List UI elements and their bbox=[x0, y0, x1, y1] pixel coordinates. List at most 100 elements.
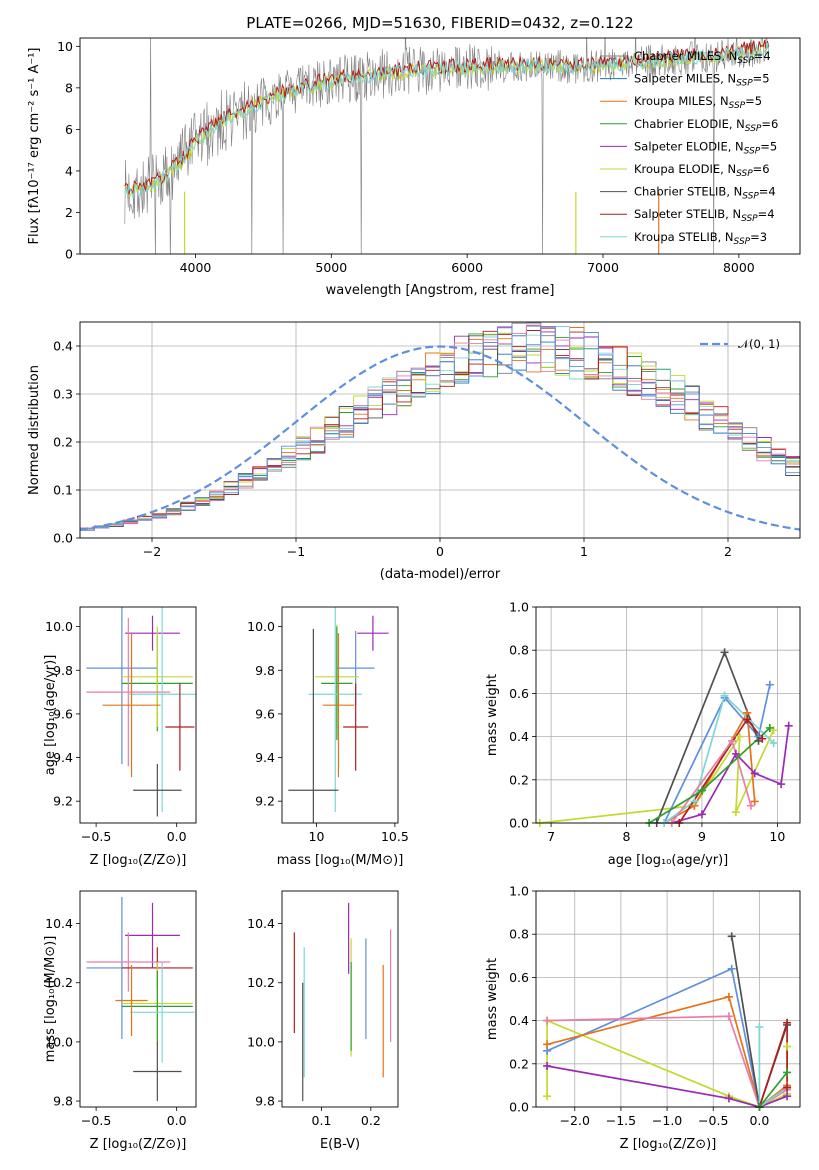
y-tick-label: 0.2 bbox=[53, 435, 73, 450]
y-tick-label: 10.4 bbox=[45, 916, 73, 931]
y-tick-label: 0.2 bbox=[509, 1056, 529, 1071]
legend-label: Chabrier MILES, NSSP=4 bbox=[634, 49, 771, 66]
mass-weight-series bbox=[758, 1071, 788, 1107]
x-tick-label: 2 bbox=[724, 544, 732, 559]
y-tick-label: 9.2 bbox=[255, 794, 275, 809]
y-tick-label: 10.0 bbox=[45, 1034, 73, 1049]
x-axis-label: E(B-V) bbox=[320, 1137, 360, 1152]
mass-weight-marker bbox=[543, 1092, 552, 1101]
y-tick-label: 9.4 bbox=[53, 750, 73, 765]
panel-massweight_vs_age: 7 8 9 10 0.0 0.2 0.4 0.6 0.8 1.0 age [log₁₀(age/yr… bbox=[485, 600, 801, 868]
mass-weight-marker bbox=[724, 992, 733, 1001]
y-axis-label: mass [log₁₀(M/M⊙)] bbox=[43, 936, 58, 1063]
legend: Chabrier MILES, NSSP=4 Salpeter MILES, NS… bbox=[600, 49, 778, 247]
y-tick-label: 0 bbox=[65, 247, 73, 262]
x-tick-label: 1 bbox=[580, 544, 588, 559]
mass-weight-marker bbox=[697, 810, 706, 819]
y-tick-label: 4 bbox=[65, 163, 73, 178]
x-tick-label: −1.0 bbox=[652, 1113, 682, 1128]
panel-massweight_vs_Z: −2.0 −1.5 −1.0 −0.5 0.0 0.0 0.2 0.4 0.6 0.8 1.0 Z [… bbox=[485, 884, 801, 1152]
y-tick-label: 0.0 bbox=[509, 1100, 529, 1115]
mass-weight-marker bbox=[690, 797, 699, 806]
legend-label: Kroupa MILES, NSSP=5 bbox=[634, 94, 762, 111]
x-axis-label: Z [log₁₀(Z/Z⊙)] bbox=[90, 853, 187, 868]
mass-weight-marker bbox=[727, 964, 736, 973]
mass-weight-marker bbox=[543, 1016, 552, 1025]
panel-mass_vs_Z: −0.5 0.0 9.8 10.0 10.2 10.4 Z [log₁₀(Z/Z⊙)] mas… bbox=[43, 890, 197, 1152]
y-tick-label: 9.2 bbox=[53, 794, 73, 809]
legend-label: Salpeter STELIB, NSSP=4 bbox=[634, 207, 775, 224]
figure-title: PLATE=0266, MJD=51630, FIBERID=0432, z=0… bbox=[246, 14, 633, 32]
legend-label: Salpeter ELODIE, NSSP=5 bbox=[634, 139, 777, 156]
y-tick-label: 0.3 bbox=[53, 387, 73, 402]
y-tick-label: 9.6 bbox=[53, 706, 73, 721]
model-spectrum-line bbox=[124, 42, 770, 198]
y-tick-label: 10.0 bbox=[247, 1034, 275, 1049]
x-axis-label: mass [log₁₀(M/M⊙)] bbox=[277, 853, 404, 868]
panel-spectrum: 4000 5000 6000 7000 8000 0 2 4 6 8 10 wavelength [A… bbox=[27, 37, 801, 298]
mass-weight-marker bbox=[543, 1061, 552, 1070]
axes-frame bbox=[79, 890, 197, 1108]
histogram-series bbox=[80, 324, 800, 529]
mass-weight-series bbox=[671, 725, 790, 823]
legend-label: Chabrier ELODIE, NSSP=6 bbox=[634, 117, 778, 134]
y-axis-label: age [log₁₀(age/yr)] bbox=[43, 655, 58, 776]
mass-weight-marker bbox=[735, 732, 744, 741]
mass-weight-marker bbox=[755, 1023, 764, 1032]
mass-weight-marker bbox=[697, 786, 706, 795]
mass-weight-marker bbox=[746, 801, 755, 810]
axes-frame bbox=[281, 606, 399, 824]
plot-area bbox=[293, 902, 392, 1102]
y-tick-label: 0.4 bbox=[509, 729, 529, 744]
mass-weight-marker bbox=[728, 736, 737, 745]
y-tick-label: 9.8 bbox=[53, 663, 73, 678]
mass-weight-marker bbox=[750, 797, 759, 806]
panel-residual_histogram: −2 −1 0 1 2 0.0 0.1 0.2 0.3 0.4 𝒩(0, 1) (data-model… bbox=[27, 321, 801, 582]
plot-area bbox=[546, 936, 788, 1107]
x-tick-label: −1 bbox=[287, 544, 305, 559]
y-tick-label: 10.2 bbox=[247, 975, 275, 990]
y-tick-label: 10.4 bbox=[247, 916, 275, 931]
mass-weight-marker bbox=[784, 721, 793, 730]
x-axis-label: wavelength [Angstrom, rest frame] bbox=[326, 283, 555, 298]
x-tick-label: 8000 bbox=[723, 260, 755, 275]
mass-weight-marker bbox=[783, 1018, 792, 1027]
legend-label: Salpeter MILES, NSSP=5 bbox=[634, 72, 770, 89]
mass-weight-marker bbox=[765, 723, 774, 732]
x-tick-label: 10 bbox=[309, 829, 325, 844]
axes-frame bbox=[79, 606, 197, 824]
y-tick-label: 0.4 bbox=[509, 1013, 529, 1028]
y-axis-label: Normed distribution bbox=[27, 365, 42, 495]
x-tick-label: 0.0 bbox=[167, 1113, 187, 1128]
y-tick-label: 0.8 bbox=[509, 927, 529, 942]
mass-weight-marker bbox=[727, 932, 736, 941]
x-tick-label: 0 bbox=[436, 544, 444, 559]
x-tick-label: −2.0 bbox=[560, 1113, 590, 1128]
normal-reference-curve bbox=[80, 345, 800, 531]
x-tick-label: −0.5 bbox=[698, 1113, 728, 1128]
mass-weight-marker bbox=[783, 1068, 792, 1077]
y-tick-label: 0.2 bbox=[509, 772, 529, 787]
mass-weight-marker bbox=[720, 691, 729, 700]
plot-area bbox=[86, 896, 195, 1102]
mass-weight-marker bbox=[769, 739, 778, 748]
axes-frame bbox=[281, 890, 399, 1108]
mass-weight-series bbox=[546, 1065, 788, 1107]
y-tick-label: 9.8 bbox=[255, 663, 275, 678]
y-tick-label: 10.0 bbox=[247, 619, 275, 634]
x-tick-label: −2 bbox=[143, 544, 161, 559]
x-axis-label: Z [log₁₀(Z/Z⊙)] bbox=[620, 1137, 717, 1152]
x-tick-label: 10.5 bbox=[381, 829, 409, 844]
mass-weight-marker bbox=[783, 1083, 792, 1092]
x-tick-label: −0.5 bbox=[81, 1113, 111, 1128]
y-tick-label: 9.4 bbox=[255, 750, 275, 765]
y-tick-label: 9.8 bbox=[53, 1094, 73, 1109]
mass-weight-series bbox=[539, 729, 775, 823]
plot-area bbox=[86, 607, 196, 817]
x-tick-label: 4000 bbox=[180, 260, 212, 275]
histogram-series bbox=[80, 326, 800, 531]
y-tick-label: 10.2 bbox=[45, 975, 73, 990]
y-axis-label: Flux [fλ10⁻¹⁷ erg cm⁻² s⁻¹ A⁻¹] bbox=[27, 48, 42, 245]
mass-weight-marker bbox=[783, 1042, 792, 1051]
